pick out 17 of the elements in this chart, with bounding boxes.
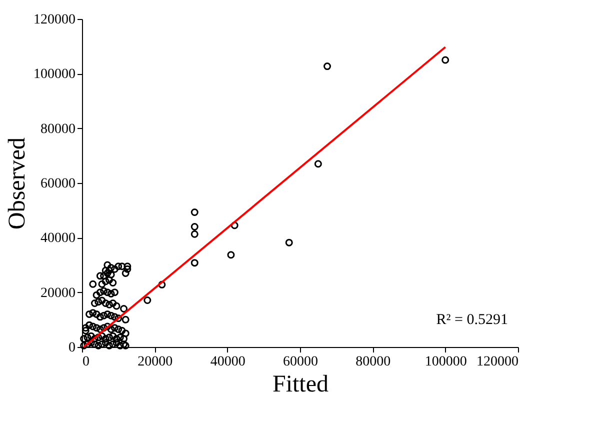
y-tick-label: 60000 [40,176,76,192]
x-tick-label: 20000 [138,354,173,370]
y-axis-title: Observed [4,138,30,230]
y-tick-label: 0 [68,340,76,356]
x-tick-label: 60000 [283,354,318,370]
x-axis-title: Fitted [272,372,329,398]
x-tick-label: 80000 [356,354,391,370]
y-tick-label: 120000 [34,12,76,28]
y-tick-label: 100000 [34,67,76,82]
x-tick-label: 100000 [424,354,467,370]
y-tick-label: 20000 [40,286,76,301]
y-tick-label: 40000 [40,231,76,246]
annotation: R² = 0.5291 [436,312,508,328]
x-tick-label: 40000 [210,354,246,370]
x-tick-label: 120000 [476,354,518,370]
y-tick-label: 80000 [40,122,76,137]
x-tick-label: 0 [82,354,90,370]
